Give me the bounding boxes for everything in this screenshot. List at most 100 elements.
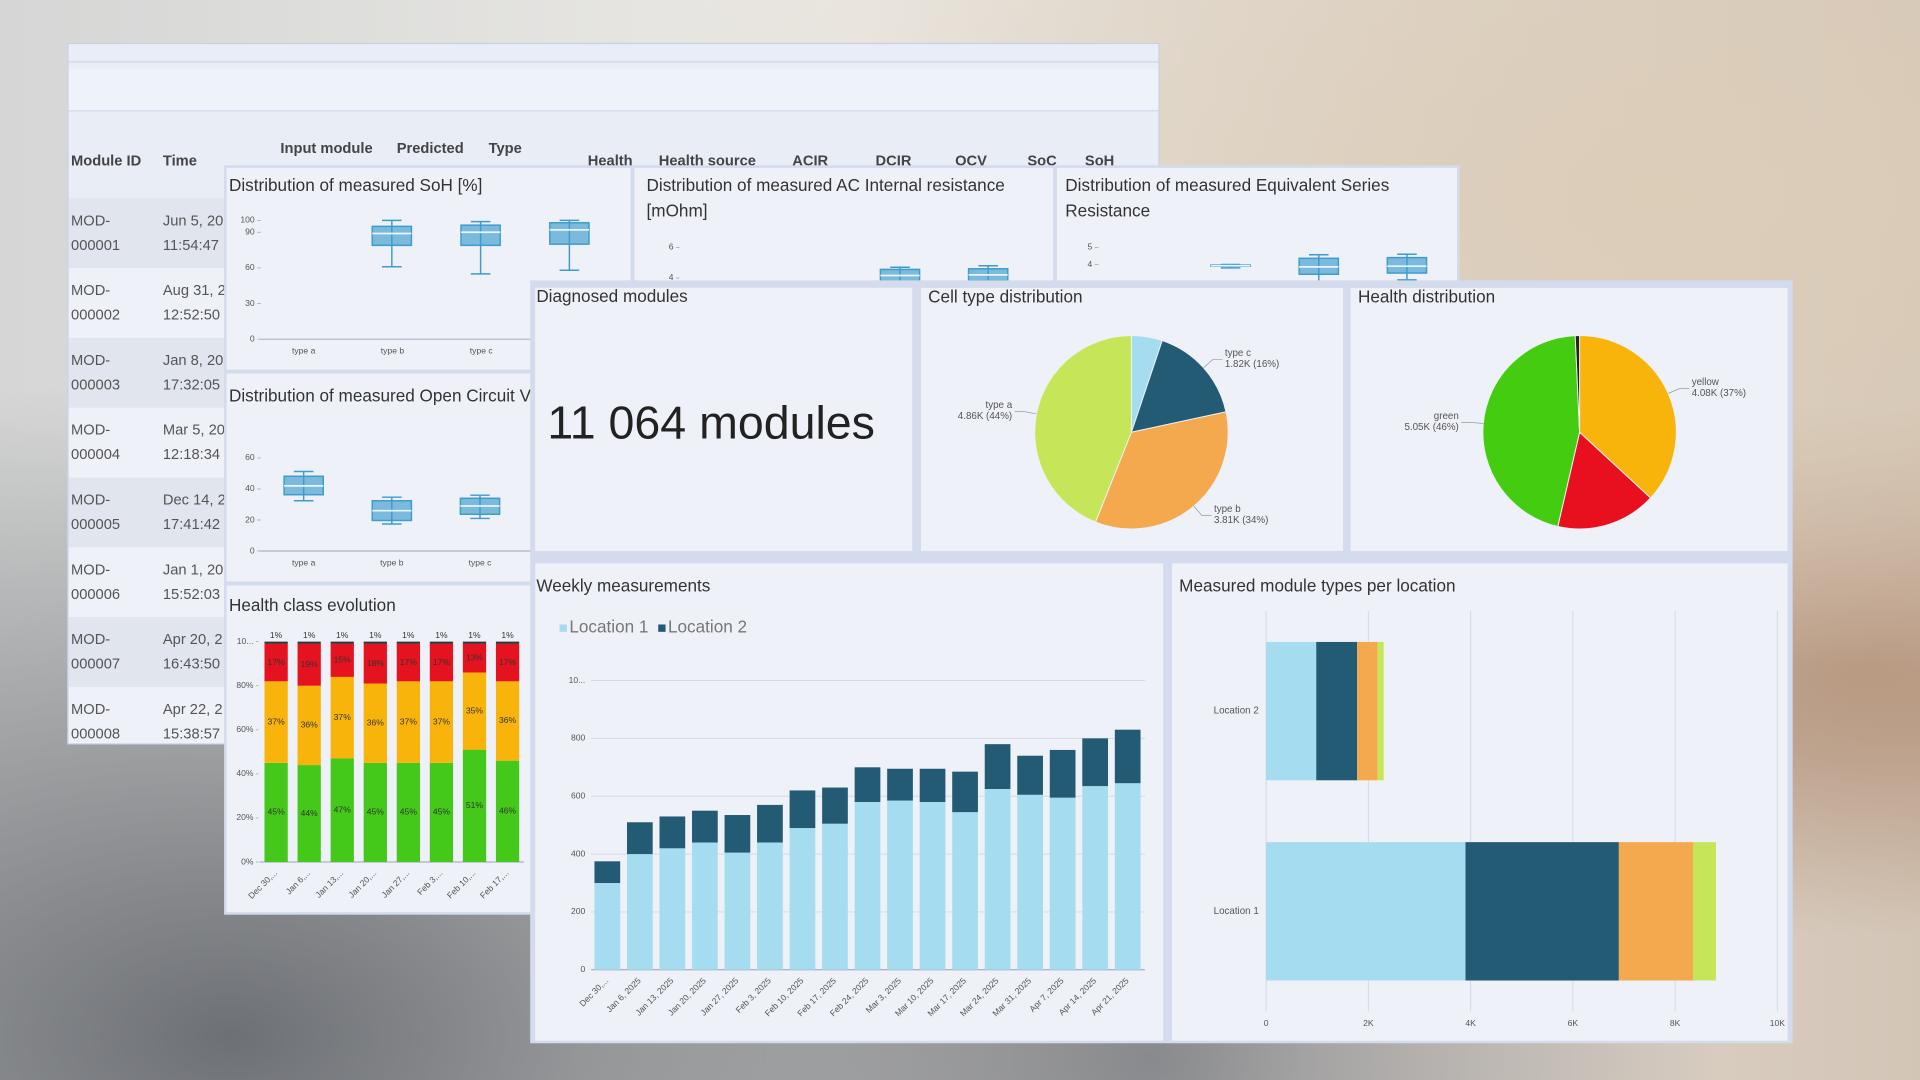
bar-segment	[919, 802, 946, 970]
bar-segment	[659, 848, 686, 970]
data-label: 36%	[301, 720, 319, 730]
y-tick-label: 80%	[236, 680, 254, 690]
y-tick-label: 60%	[236, 724, 254, 734]
bar-segment	[789, 790, 816, 829]
panel-title-box: Distribution of measured Open Circuit Vo…	[229, 386, 603, 406]
bar-segment	[822, 823, 848, 970]
pie-value-label: 5.05K (46%)	[1404, 422, 1458, 433]
bar-segment	[396, 681, 420, 763]
bar-segment	[363, 683, 387, 763]
data-label: 37%	[433, 716, 451, 726]
column-header: DCIR	[875, 151, 912, 169]
y-tick-label: 200	[571, 906, 586, 916]
bar-segment	[264, 681, 288, 763]
x-tick-label: type b	[381, 346, 405, 356]
pie-label: type c	[1225, 348, 1251, 359]
time: 15:52:03	[162, 585, 221, 603]
x-tick-label: 4K	[1465, 1018, 1476, 1028]
pie-slice	[1034, 335, 1132, 523]
panel: Weekly measurements020040060080010...Dec…	[535, 563, 1164, 1041]
box	[371, 225, 413, 247]
pie-slice	[1579, 335, 1677, 499]
bar-segment	[264, 641, 288, 644]
leader-line	[1461, 421, 1484, 424]
bar-segment	[1082, 738, 1109, 787]
bar-segment	[264, 643, 288, 682]
data-label: 37%	[334, 712, 352, 722]
pie-slice	[1094, 411, 1229, 530]
data-label: 15%	[334, 655, 352, 665]
bar-segment	[1017, 794, 1043, 970]
x-tick-label: type a	[292, 558, 316, 568]
legend-label: Location 1	[569, 617, 648, 637]
panel-title: Distribution of measured Equivalent Seri…	[1065, 175, 1390, 221]
pie-value-label: 1.82K (16%)	[1225, 359, 1279, 370]
bar-segment	[1114, 729, 1141, 784]
y-tick-label: 0	[250, 333, 255, 343]
panel-title: Health distribution	[1357, 286, 1496, 307]
leader-line	[1193, 505, 1212, 516]
pie-slice	[1574, 335, 1581, 433]
y-tick-label: 90	[245, 227, 255, 237]
data-label: 1%	[435, 630, 448, 640]
panel-title-box: Distribution of measured AC Internal res…	[647, 175, 1005, 220]
data-label: 45%	[367, 807, 385, 817]
bar-segment	[462, 672, 487, 750]
bar-segment	[854, 767, 881, 803]
bar-segment	[297, 641, 321, 644]
bar-segment	[297, 765, 321, 863]
panel: Measured module types per location 0 2K 4K 6…	[1171, 563, 1788, 1041]
y-tick-label: 800	[571, 733, 586, 743]
time: 12:18:34	[162, 445, 221, 463]
kpi-title: Diagnosed modules	[536, 286, 687, 306]
bar-segment	[1049, 797, 1076, 970]
y-tick-label: 60	[245, 452, 255, 462]
bar-segment	[919, 768, 946, 803]
bar-segment	[1377, 641, 1384, 781]
bar-segment	[692, 810, 718, 843]
date: Jan 8, 20	[162, 351, 224, 369]
bar-segment	[363, 762, 387, 863]
x-tick-label: 6K	[1568, 1018, 1579, 1028]
bar-segment	[462, 641, 487, 644]
panel-title-box: Health class evolution	[228, 595, 396, 615]
pie-label: type a	[986, 400, 1013, 411]
column-header: ACIR	[792, 151, 829, 169]
bar-segment	[1357, 641, 1378, 781]
panel: Distribution of measured SoH [%] 0 30 60 90 1…	[226, 167, 631, 370]
y-tick-label: 30	[245, 298, 255, 308]
data-label: 37%	[268, 716, 286, 726]
bar-segment	[462, 643, 487, 673]
panel-bg	[535, 287, 913, 552]
panel-title: Health class evolution	[228, 595, 396, 615]
pie-slice	[1557, 431, 1652, 530]
module-id: MOD-000004	[71, 421, 121, 463]
bar-segment	[724, 815, 751, 853]
data-label: 47%	[334, 805, 352, 815]
bar-segment	[330, 641, 354, 644]
bar-segment	[495, 643, 520, 682]
bar-segment	[1266, 641, 1317, 781]
data-label: 46%	[499, 806, 517, 816]
data-label: 1%	[468, 630, 481, 640]
module-id: MOD-000001	[71, 211, 121, 254]
y-tick-label: 4	[1087, 259, 1092, 269]
y-tick-label: 0%	[241, 856, 254, 866]
x-tick-label: type b	[380, 558, 404, 568]
date: Aug 31, 2	[162, 281, 226, 299]
bar-segment	[984, 744, 1011, 789]
bar-segment	[1017, 755, 1043, 795]
panel-title: Cell type distribution	[928, 286, 1083, 307]
bar-segment	[396, 643, 420, 682]
column-header: OCV	[955, 151, 987, 169]
bar-segment	[854, 802, 881, 970]
date: Jan 1, 20	[162, 560, 224, 578]
bar-segment	[1692, 842, 1716, 981]
column-header: SoH	[1084, 151, 1115, 169]
data-label: 36%	[499, 715, 517, 725]
y-tick-label: 600	[571, 790, 586, 800]
module-id: MOD-000002	[71, 281, 121, 324]
bar-segment	[1114, 783, 1141, 970]
